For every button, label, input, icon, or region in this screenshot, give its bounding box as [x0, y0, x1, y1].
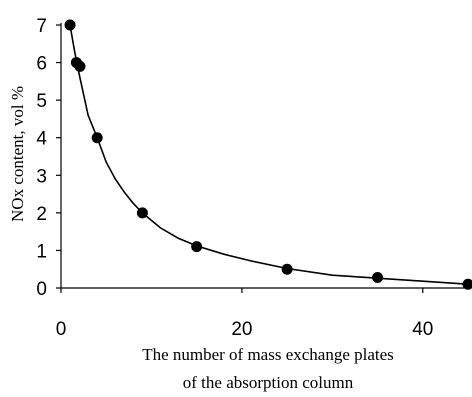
data-point [136, 207, 148, 219]
y-axis-title: NOx content, vol % [8, 86, 27, 222]
data-point [372, 271, 384, 283]
plot-area: 0 1 2 3 4 5 6 7 0 20 40 [36, 16, 472, 340]
x-tick-label: 40 [412, 319, 433, 340]
y-tick-label: 2 [36, 204, 47, 225]
data-point [191, 241, 203, 253]
data-points [64, 19, 472, 290]
data-point [74, 60, 86, 72]
y-tick-label: 1 [36, 241, 47, 262]
data-point [462, 278, 472, 290]
y-tick-label: 3 [36, 166, 47, 187]
x-axis-title-line-2: of the absorption column [183, 373, 354, 392]
x-tick-label: 0 [56, 319, 67, 340]
x-axis-title-line-1: The number of mass exchange plates [142, 345, 394, 364]
data-point [281, 263, 293, 275]
y-tick-label: 6 [36, 54, 47, 75]
fit-curve-line [69, 24, 469, 285]
y-tick-label: 5 [36, 91, 47, 112]
y-tick-label: 4 [36, 129, 47, 150]
x-ticks: 0 20 40 [56, 288, 433, 340]
y-ticks: 0 1 2 3 4 5 6 7 [36, 16, 61, 300]
y-tick-label: 7 [36, 16, 47, 37]
data-point [64, 19, 76, 31]
y-tick-label: 0 [36, 279, 47, 300]
x-tick-label: 20 [231, 319, 252, 340]
data-point [91, 132, 103, 144]
